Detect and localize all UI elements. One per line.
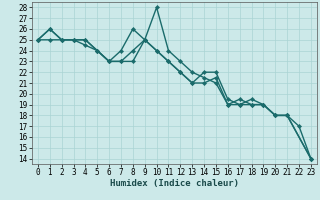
X-axis label: Humidex (Indice chaleur): Humidex (Indice chaleur) xyxy=(110,179,239,188)
